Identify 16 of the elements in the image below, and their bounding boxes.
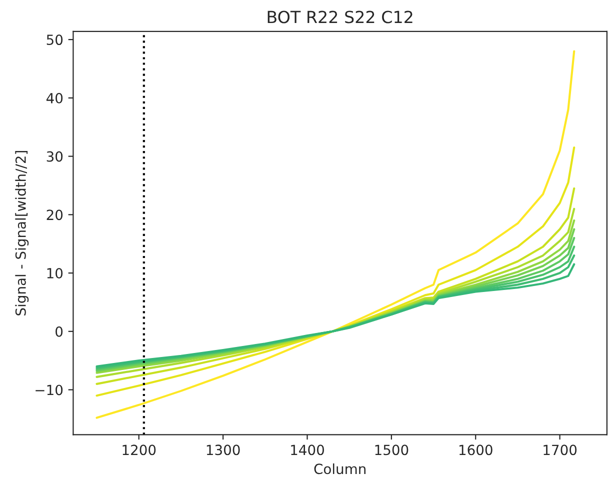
x-axis-title: Column — [314, 463, 366, 474]
x-tick-label: 1400 — [291, 444, 324, 456]
chart-title: BOT R22 S22 C12 — [268, 10, 412, 24]
x-tick-label: 1700 — [544, 444, 577, 456]
y-tick-label: 50 — [46, 34, 63, 46]
y-axis-title: Signal - Signal[width//2] — [15, 151, 29, 316]
y-tick-label: 30 — [46, 151, 63, 162]
x-tick-label: 1500 — [375, 444, 408, 456]
x-tick-label: 1200 — [122, 444, 156, 456]
y-tick-label: 0 — [56, 326, 63, 337]
y-tick-label: −10 — [36, 384, 63, 396]
y-tick-label: 10 — [47, 268, 63, 278]
y-tick-label: 40 — [46, 92, 63, 104]
y-tick-label: 20 — [46, 210, 63, 220]
x-tick-label: 1600 — [459, 444, 492, 456]
x-tick-label: 1300 — [206, 444, 240, 456]
